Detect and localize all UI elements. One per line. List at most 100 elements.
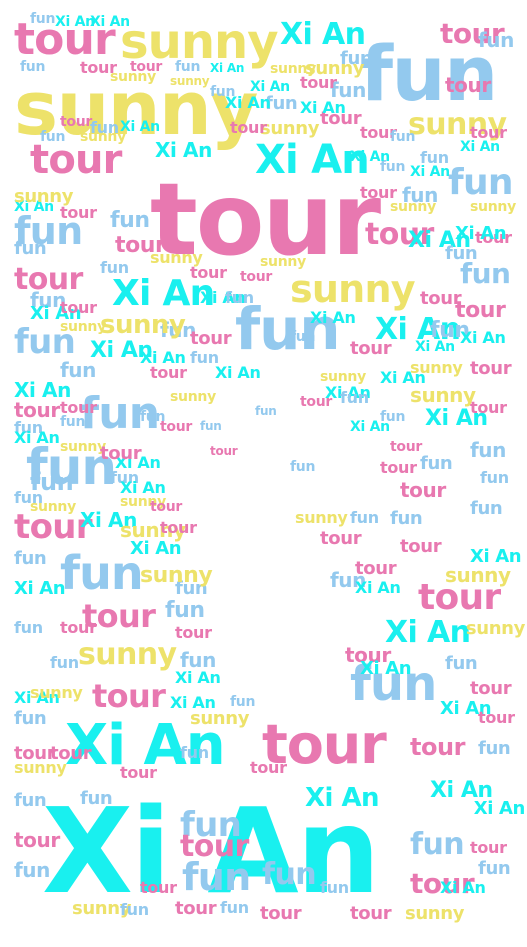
cloud-word-xian: Xi An xyxy=(140,348,186,367)
cloud-word-tour: tour xyxy=(14,507,93,547)
cloud-word-xian: Xi An xyxy=(440,878,486,897)
cloud-word-xian: Xi An xyxy=(300,98,346,117)
cloud-word-tour: tour xyxy=(320,528,362,549)
cloud-word-sunny: sunny xyxy=(170,74,210,88)
cloud-word-sunny: sunny xyxy=(14,66,258,152)
cloud-word-fun: fun xyxy=(120,900,149,919)
cloud-word-tour: tour xyxy=(230,118,267,137)
cloud-word-fun: fun xyxy=(210,84,236,100)
cloud-word-xian: Xi An xyxy=(255,137,370,183)
cloud-word-xian: Xi An xyxy=(460,328,506,347)
cloud-word-xian: Xi An xyxy=(460,139,500,155)
cloud-word-xian: Xi An xyxy=(455,223,507,244)
cloud-word-sunny: sunny xyxy=(30,683,83,702)
cloud-word-tour: tour xyxy=(82,597,156,635)
cloud-word-xian: Xi An xyxy=(375,312,461,347)
cloud-word-fun: fun xyxy=(14,238,47,259)
cloud-word-fun: fun xyxy=(402,183,438,207)
cloud-word-fun: fun xyxy=(330,568,366,592)
cloud-word-sunny: sunny xyxy=(445,563,511,587)
cloud-word-tour: tour xyxy=(410,733,465,761)
cloud-word-xian: Xi An xyxy=(155,138,212,162)
cloud-word-fun: fun xyxy=(140,409,166,425)
cloud-word-xian: Xi An xyxy=(410,164,450,180)
cloud-word-tour: tour xyxy=(262,713,387,776)
cloud-word-fun: fun xyxy=(30,11,56,27)
cloud-word-sunny: sunny xyxy=(100,310,186,340)
cloud-word-tour: tour xyxy=(190,328,232,349)
cloud-word-xian: Xi An xyxy=(175,668,221,687)
cloud-word-sunny: sunny xyxy=(410,358,463,377)
cloud-word-fun: fun xyxy=(330,78,366,102)
cloud-word-xian: Xi An xyxy=(473,798,526,819)
cloud-word-xian: Xi An xyxy=(430,778,493,803)
cloud-word-sunny: sunny xyxy=(408,107,507,142)
cloud-word-tour: tour xyxy=(60,203,97,222)
cloud-word-fun: fun xyxy=(265,93,298,114)
cloud-word-sunny: sunny xyxy=(14,186,74,207)
cloud-word-tour: tour xyxy=(365,217,434,252)
cloud-word-xian: Xi An xyxy=(55,14,95,30)
cloud-word-fun: fun xyxy=(40,129,66,145)
cloud-word-sunny: sunny xyxy=(465,618,525,639)
cloud-word-xian: Xi An xyxy=(30,303,82,324)
cloud-word-xian: Xi An xyxy=(355,578,401,597)
cloud-word-xian: Xi An xyxy=(360,658,412,679)
cloud-word-fun: fun xyxy=(350,508,379,527)
cloud-word-fun: fun xyxy=(478,738,511,759)
cloud-word-fun: fun xyxy=(220,898,249,917)
cloud-word-fun: fun xyxy=(110,208,150,233)
cloud-word-fun: fun xyxy=(14,548,47,569)
cloud-word-fun: fun xyxy=(430,318,470,343)
cloud-word-xian: Xi An xyxy=(280,17,366,52)
cloud-word-fun: fun xyxy=(190,348,219,367)
cloud-word-tour: tour xyxy=(150,161,381,278)
cloud-word-tour: tour xyxy=(92,677,166,715)
cloud-word-tour: tour xyxy=(300,394,333,410)
cloud-word-tour: tour xyxy=(14,262,83,297)
cloud-word-tour: tour xyxy=(350,903,392,924)
cloud-word-tour: tour xyxy=(240,269,273,285)
cloud-word-sunny: sunny xyxy=(110,69,156,85)
cloud-word-fun: fun xyxy=(478,28,514,52)
cloud-word-tour: tour xyxy=(190,263,227,282)
cloud-word-fun: fun xyxy=(380,409,406,425)
cloud-word-xian: Xi An xyxy=(170,693,216,712)
cloud-word-xian: Xi An xyxy=(380,368,426,387)
cloud-word-sunny: sunny xyxy=(78,637,177,672)
cloud-word-tour: tour xyxy=(350,338,392,359)
cloud-word-fun: fun xyxy=(340,388,369,407)
cloud-word-tour: tour xyxy=(175,898,217,919)
cloud-word-tour: tour xyxy=(410,867,475,900)
cloud-word-xian: Xi An xyxy=(65,713,226,778)
cloud-word-sunny: sunny xyxy=(14,758,67,777)
cloud-word-sunny: sunny xyxy=(470,199,516,215)
cloud-word-xian: Xi An xyxy=(215,363,261,382)
cloud-word-xian: Xi An xyxy=(115,453,161,472)
cloud-word-tour: tour xyxy=(140,878,177,897)
cloud-word-xian: Xi An xyxy=(425,406,488,431)
cloud-word-tour: tour xyxy=(60,114,93,130)
cloud-word-xian: Xi An xyxy=(120,119,160,135)
cloud-word-fun: fun xyxy=(175,578,208,599)
cloud-word-fun: fun xyxy=(445,653,478,674)
cloud-word-sunny: sunny xyxy=(120,494,166,510)
cloud-word-tour: tour xyxy=(115,233,166,258)
cloud-word-xian: Xi An xyxy=(90,14,130,30)
cloud-word-fun: fun xyxy=(14,790,47,811)
cloud-word-xian: Xi An xyxy=(120,478,166,497)
cloud-word-fun: fun xyxy=(30,288,66,312)
cloud-word-tour: tour xyxy=(390,439,423,455)
cloud-word-xian: Xi An xyxy=(305,783,380,813)
cloud-word-tour: tour xyxy=(80,58,117,77)
cloud-word-tour: tour xyxy=(418,577,501,618)
cloud-word-tour: tour xyxy=(160,518,197,537)
cloud-word-xian: Xi An xyxy=(325,383,371,402)
cloud-word-tour: tour xyxy=(30,137,122,183)
cloud-word-fun: fun xyxy=(255,404,277,418)
cloud-word-xian: Xi An xyxy=(415,339,455,355)
cloud-word-xian: Xi An xyxy=(310,308,356,327)
cloud-word-fun: fun xyxy=(50,653,79,672)
cloud-word-fun: fun xyxy=(470,498,503,519)
